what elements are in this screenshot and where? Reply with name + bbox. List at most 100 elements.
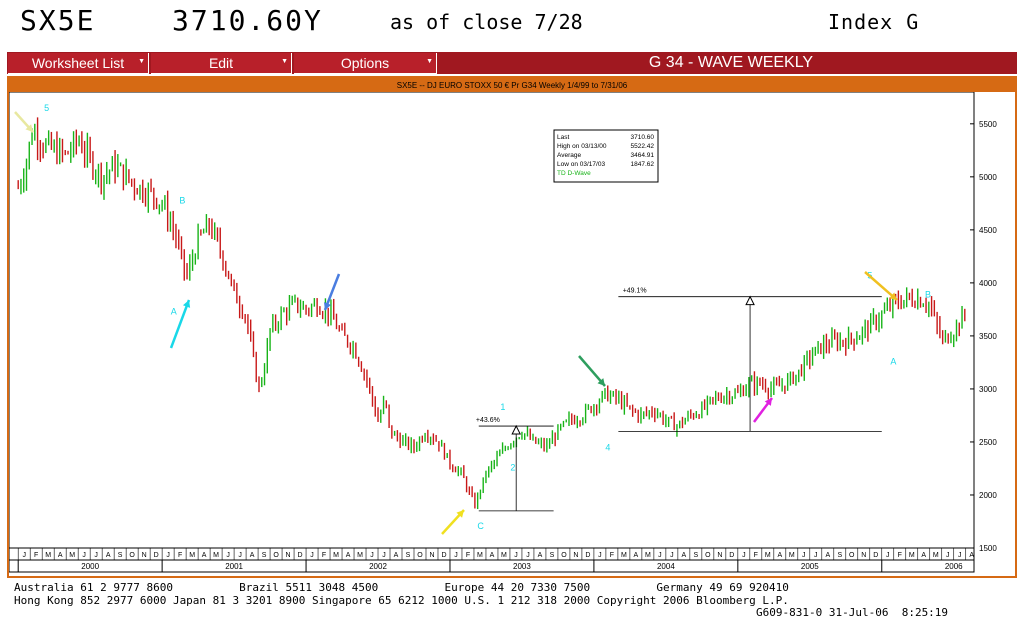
wave-label: B	[925, 290, 931, 300]
month-label: A	[346, 552, 351, 559]
month-label: J	[514, 552, 518, 559]
month-label: A	[682, 552, 687, 559]
worksheet-list-label: Worksheet List	[31, 55, 125, 71]
security-type: Index G	[828, 10, 920, 34]
wave-label: 4	[605, 442, 610, 452]
arrowhead-icon	[182, 300, 191, 308]
measure-arrow-icon	[511, 424, 521, 435]
y-tick-label: 1500	[979, 544, 997, 553]
y-tick-label: 3500	[979, 332, 997, 341]
options-label: Options	[340, 55, 390, 71]
footer-contacts-2: Hong Kong 852 2977 6000 Japan 81 3 3201 …	[14, 594, 789, 607]
y-tick-label: 4000	[979, 279, 997, 288]
price-bars	[17, 117, 966, 510]
legend-row-label: Last	[557, 134, 569, 141]
month-label: M	[789, 552, 795, 559]
month-label: D	[585, 552, 590, 559]
month-label: M	[213, 552, 219, 559]
month-label: J	[310, 552, 314, 559]
month-label: D	[873, 552, 878, 559]
y-tick-label: 5500	[979, 120, 997, 129]
month-label: N	[861, 552, 866, 559]
chart-title: SX5E -- DJ EURO STOXX 50 € Pr G34 Weekly…	[396, 81, 628, 90]
pointer-arrow-icon	[864, 271, 898, 301]
arrowhead-icon	[323, 302, 332, 310]
wave-label: B	[179, 195, 185, 205]
month-label: A	[490, 552, 495, 559]
annotations: +43.6%+49.1%5ABC1245AB	[14, 103, 931, 535]
month-label: J	[82, 552, 86, 559]
month-label: J	[598, 552, 602, 559]
month-label: N	[429, 552, 434, 559]
month-label: A	[250, 552, 255, 559]
month-label: D	[154, 552, 159, 559]
month-label: J	[166, 552, 170, 559]
arrowhead-icon	[25, 124, 33, 132]
wave-label: A	[171, 307, 177, 317]
month-label: S	[262, 552, 267, 559]
month-label: F	[178, 552, 182, 559]
page-title: G 34 - WAVE WEEKLY	[648, 54, 814, 71]
year-label: 2002	[369, 562, 387, 571]
month-label: M	[477, 552, 483, 559]
footer-contacts-1: Australia 61 2 9777 8600 Brazil 5511 304…	[14, 581, 789, 594]
dropdown-caret-icon: ▼	[138, 58, 145, 65]
wave-label: 5	[44, 103, 49, 113]
month-label: M	[621, 552, 627, 559]
month-label: F	[466, 552, 470, 559]
month-label: F	[754, 552, 758, 559]
dropdown-caret-icon: ▼	[426, 58, 433, 65]
month-label: D	[729, 552, 734, 559]
y-tick-label: 4500	[979, 226, 997, 235]
month-label: M	[45, 552, 51, 559]
year-label: 2005	[801, 562, 819, 571]
month-label: J	[802, 552, 806, 559]
month-label: A	[634, 552, 639, 559]
month-label: A	[538, 552, 543, 559]
month-label: S	[406, 552, 411, 559]
month-label: M	[189, 552, 195, 559]
month-label: J	[526, 552, 530, 559]
terminal-header: SX5E 3710.60Y as of close 7/28 Index G	[0, 2, 1024, 38]
legend-row-value: 3710.60	[631, 134, 655, 141]
month-label: O	[849, 552, 855, 559]
y-tick-label: 2000	[979, 491, 997, 500]
options-menu[interactable]: Options ▼	[294, 53, 437, 74]
month-label: A	[394, 552, 399, 559]
month-label: F	[322, 552, 326, 559]
year-label: 2001	[225, 562, 243, 571]
legend-row-label: Average	[557, 152, 581, 159]
month-label: S	[118, 552, 123, 559]
month-label: A	[777, 552, 782, 559]
month-label: O	[273, 552, 279, 559]
y-tick-label: 5000	[979, 173, 997, 182]
month-label: J	[382, 552, 386, 559]
legend-row-value: 5522.42	[631, 143, 655, 150]
month-label: A	[106, 552, 111, 559]
month-label: M	[645, 552, 651, 559]
edit-menu[interactable]: Edit ▼	[151, 53, 292, 74]
legend-row-label: High on 03/13/00	[557, 143, 607, 150]
worksheet-list-menu[interactable]: Worksheet List ▼	[8, 53, 149, 74]
month-label: O	[417, 552, 423, 559]
year-label: 2006	[945, 562, 963, 571]
month-label: A	[58, 552, 63, 559]
month-label: A	[825, 552, 830, 559]
month-label: S	[837, 552, 842, 559]
year-label: 2003	[513, 562, 531, 571]
month-label: N	[717, 552, 722, 559]
arrowhead-icon	[597, 378, 605, 386]
month-label: J	[958, 552, 962, 559]
month-label: J	[886, 552, 890, 559]
legend-row-value: 1847.62	[631, 161, 655, 168]
arrowhead-icon	[456, 510, 464, 518]
month-label: F	[34, 552, 38, 559]
legend-frame	[553, 129, 659, 183]
month-label: J	[658, 552, 662, 559]
month-label: A	[921, 552, 926, 559]
legend-row-value: 3464.91	[631, 152, 655, 159]
as-of-date: as of close 7/28	[390, 10, 583, 34]
month-label: J	[670, 552, 674, 559]
month-label: S	[694, 552, 699, 559]
month-label: S	[550, 552, 555, 559]
